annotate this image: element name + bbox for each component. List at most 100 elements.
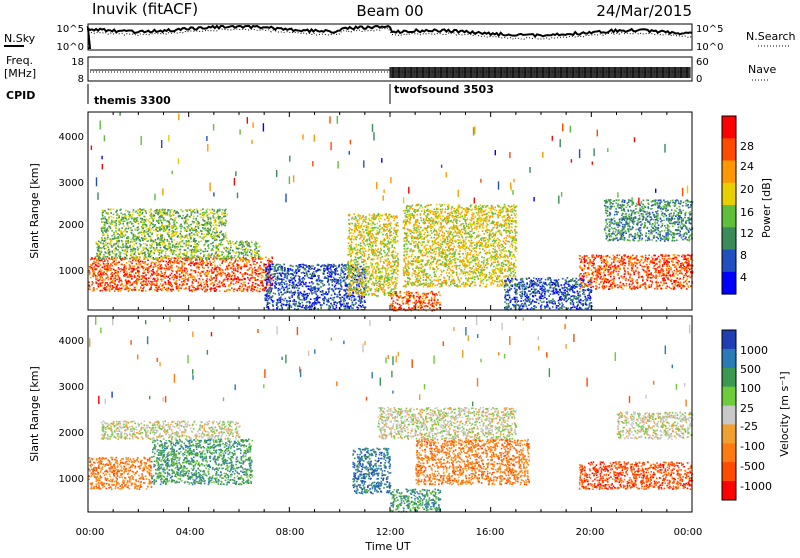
data-cell: [371, 238, 373, 240]
data-cell: [121, 260, 123, 262]
data-cell: [361, 301, 363, 303]
data-cell: [217, 249, 219, 251]
data-cell: [382, 276, 384, 278]
data-cell: [340, 279, 342, 281]
data-cell: [344, 294, 346, 296]
data-cell: [348, 276, 350, 278]
data-cell: [176, 241, 178, 243]
data-cell: [312, 289, 314, 291]
data-cell: [255, 258, 257, 260]
data-cell: [185, 249, 187, 251]
data-cell: [211, 288, 213, 290]
data-cell: [180, 276, 182, 278]
data-cell: [298, 298, 300, 300]
freq-tick-low: 8: [78, 74, 84, 85]
data-cell: [392, 240, 394, 242]
data-cell: [315, 291, 317, 293]
data-cell: [133, 258, 135, 260]
data-cell: [98, 256, 100, 258]
data-cell: [363, 239, 365, 241]
data-cell: [190, 235, 192, 237]
data-cell: [256, 255, 258, 257]
data-cell: [372, 270, 374, 272]
data-cell: [109, 238, 111, 240]
data-cell: [353, 260, 355, 262]
data-cell: [121, 240, 123, 242]
data-cell: [247, 287, 249, 289]
data-cell: [130, 239, 132, 241]
data-cell: [203, 212, 205, 214]
data-cell: [103, 244, 105, 246]
data-cell: [293, 294, 295, 296]
data-cell: [159, 289, 161, 291]
data-cell: [310, 306, 312, 308]
data-cell: [361, 269, 363, 271]
data-cell: [142, 212, 144, 214]
data-cell: [197, 210, 199, 212]
data-cell: [149, 289, 151, 291]
data-cell: [177, 212, 179, 214]
data-cell: [167, 290, 169, 292]
data-cell: [235, 268, 237, 270]
data-cell: [224, 291, 226, 293]
data-cell: [125, 228, 127, 230]
data-cell: [335, 280, 337, 282]
data-cell: [129, 258, 131, 260]
data-cell: [220, 241, 222, 243]
data-cell: [128, 213, 130, 215]
data-cell: [191, 232, 193, 234]
data-cell: [383, 230, 385, 232]
data-cell: [225, 232, 227, 234]
data-cell: [262, 258, 264, 260]
data-cell: [197, 226, 199, 228]
data-cell: [352, 277, 354, 279]
data-cell: [218, 214, 220, 216]
data-cell: [227, 241, 229, 243]
data-cell: [105, 218, 107, 220]
data-cell: [100, 285, 102, 287]
data-cell: [151, 232, 153, 234]
data-cell: [96, 253, 98, 255]
data-cell: [198, 232, 200, 234]
data-cell: [142, 278, 144, 280]
data-cell: [222, 258, 224, 260]
data-cell: [314, 288, 316, 290]
data-cell: [310, 278, 312, 280]
data-cell: [126, 262, 128, 264]
data-cell: [365, 218, 367, 220]
data-cell: [350, 262, 352, 264]
data-cell: [207, 255, 209, 257]
data-cell: [142, 227, 144, 229]
data-cell: [200, 253, 202, 255]
data-cell: [343, 299, 345, 301]
data-cell: [153, 230, 155, 232]
data-cell: [165, 283, 167, 285]
data-cell: [291, 306, 293, 308]
data-cell: [271, 296, 273, 298]
data-cell: [355, 266, 357, 268]
data-cell: [295, 275, 297, 277]
data-cell: [272, 276, 274, 278]
data-cell: [117, 249, 119, 251]
data-cell: [373, 249, 375, 251]
data-cell: [275, 278, 277, 280]
data-cell: [154, 215, 156, 217]
data-cell: [345, 306, 347, 308]
data-cell: [358, 244, 360, 246]
data-cell: [181, 285, 183, 287]
data-cell: [217, 265, 219, 267]
data-cell: [204, 267, 206, 269]
data-cell: [176, 283, 178, 285]
data-cell: [345, 290, 347, 292]
data-cell: [206, 281, 208, 283]
data-cell: [89, 285, 91, 287]
data-cell: [260, 257, 262, 259]
data-cell: [112, 280, 114, 282]
data-cell: [212, 278, 214, 280]
data-cell: [395, 230, 397, 232]
data-cell: [192, 289, 194, 291]
data-cell: [113, 220, 115, 222]
data-cell: [283, 264, 285, 266]
data-cell: [353, 264, 355, 266]
data-cell: [188, 245, 190, 247]
